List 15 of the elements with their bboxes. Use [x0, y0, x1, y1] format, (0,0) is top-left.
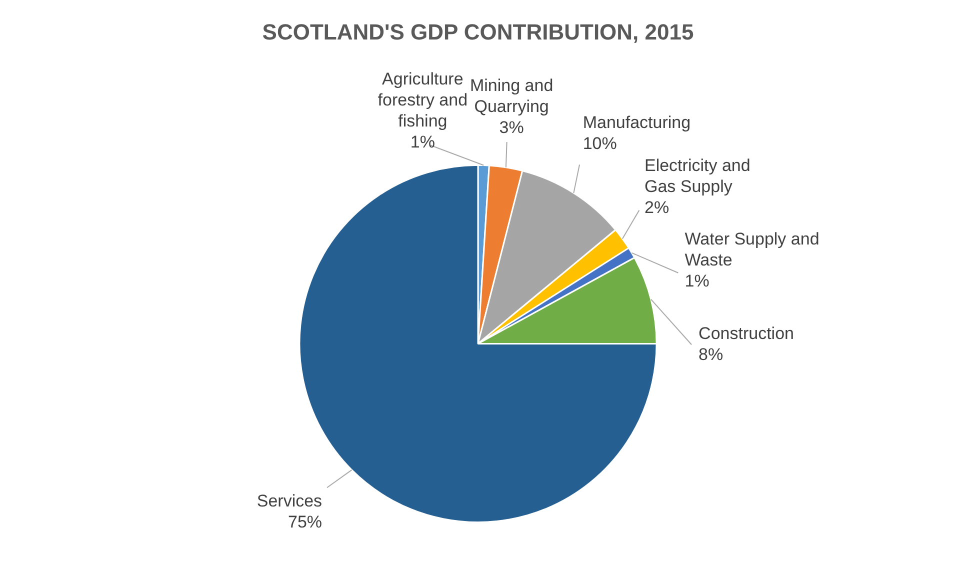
data-label: 3%: [499, 118, 524, 138]
data-label: 2%: [644, 198, 670, 217]
chart-title: SCOTLAND'S GDP CONTRIBUTION, 2015: [262, 19, 694, 44]
slice-label: Agriculture forestry and fishing: [378, 69, 468, 130]
data-label: 1%: [684, 271, 710, 290]
data-label: 75%: [288, 512, 322, 532]
slice-label: Mining and Quarrying: [470, 76, 554, 116]
data-label: 8%: [698, 344, 724, 364]
slice-label: Services: [256, 492, 322, 511]
slice-label: Water Supply and Waste: [684, 229, 820, 270]
data-label: 1%: [410, 132, 435, 152]
slice-label: Electricity and Gas Supply: [644, 156, 750, 196]
slice-label: Manufacturing: [582, 113, 691, 132]
slice-label: Construction: [698, 324, 794, 343]
data-label: 10%: [582, 134, 617, 154]
